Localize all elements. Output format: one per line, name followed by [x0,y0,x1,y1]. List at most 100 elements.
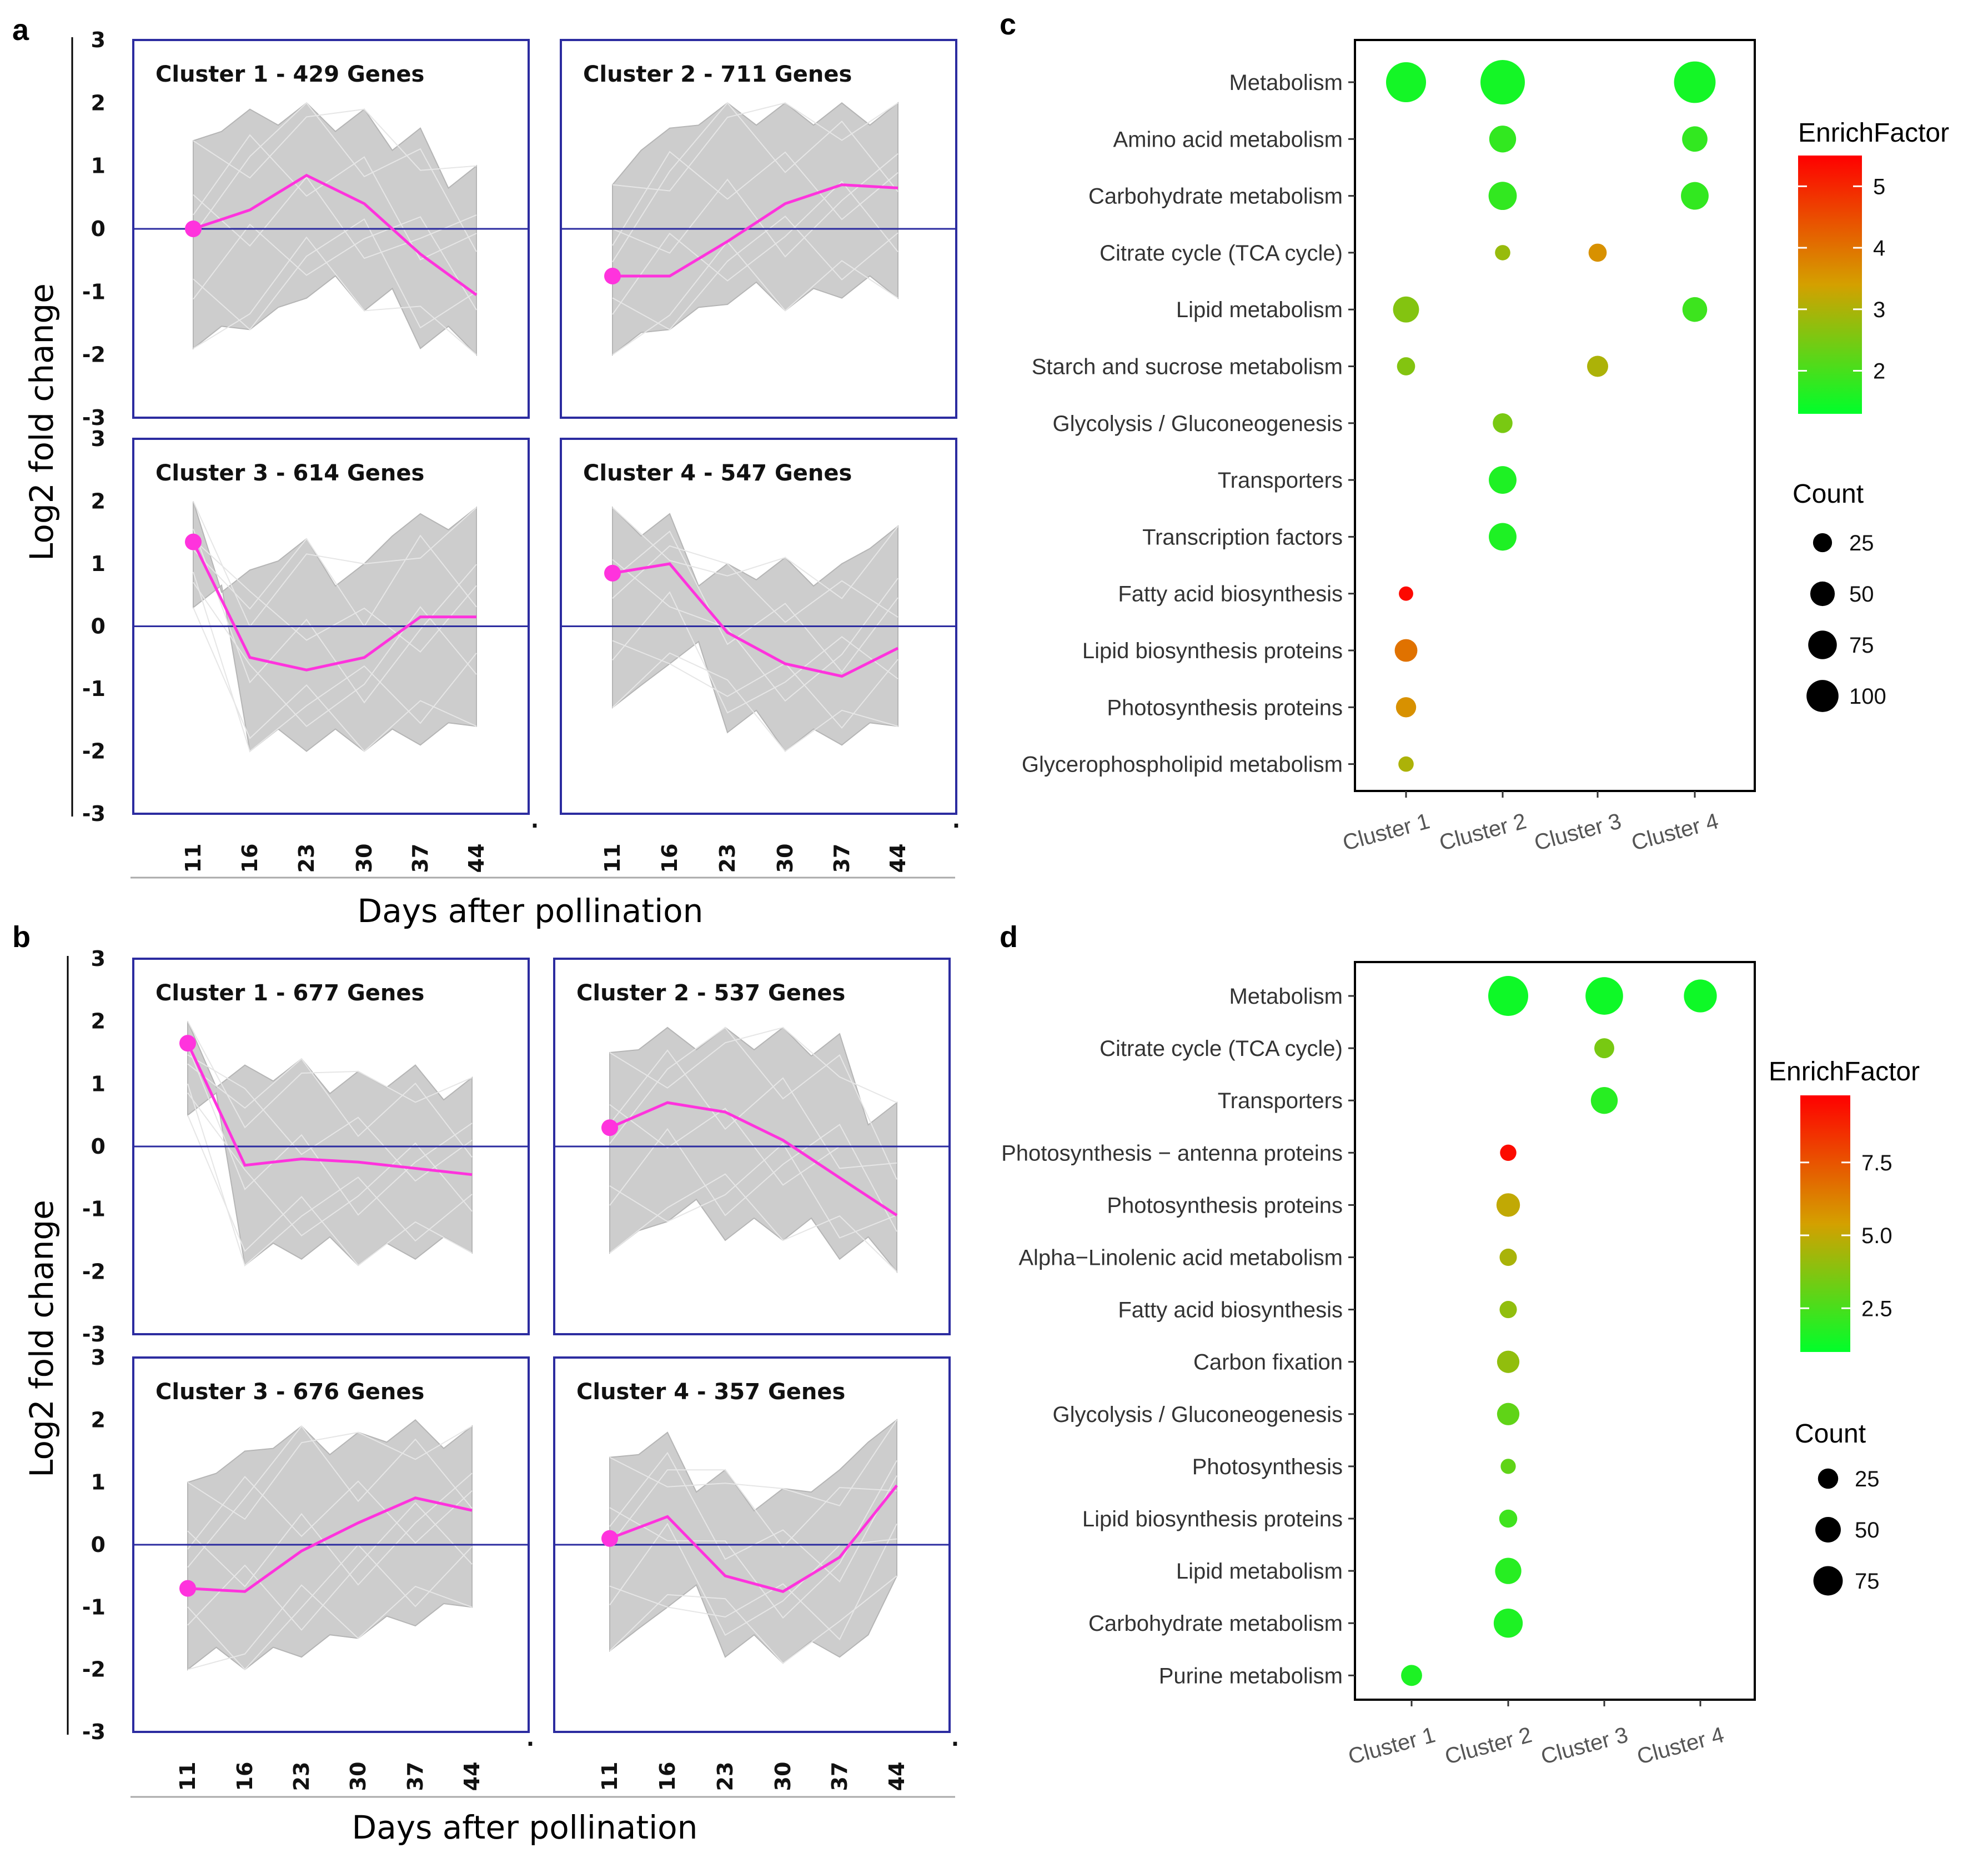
panel-c-xtick-label: Cluster 3 [1532,809,1624,855]
panel-a-cluster-1-gene-strand [193,236,477,355]
panel-d-plot-frame [1354,961,1756,1701]
panel-c-legend-count-dot [1806,680,1839,712]
panel-a-cluster-2-profile-line [613,183,898,278]
panel-b-ytick-label: 3 [91,946,106,971]
panel-d-ytick-label: Transporters [1218,1089,1343,1113]
panel-a-cluster-2-gene-strand [612,102,898,192]
panel-a-ytick-label: 1 [91,552,106,576]
panel-d-legend-enrich-bar [1800,1095,1850,1352]
panel-b-xtick-label: 44 [885,1762,909,1791]
panel-d-legend-count-label: 75 [1855,1569,1880,1594]
panel-a-ytick-label: 1 [91,154,106,178]
panel-b-cluster-1-profile-line [186,1043,473,1176]
panel-a-cluster-3-gene-strand [193,528,477,704]
panel-d-point-purine-metabolism-cluster-1 [1401,1665,1422,1686]
panel-a-cluster-2-frame [560,39,957,419]
panel-d-legend-enrich-label: 7.5 [1861,1151,1892,1175]
panel-d-legend-enrich-label: 2.5 [1861,1296,1892,1321]
panel-b-cluster-2-gene-strand [609,1049,897,1169]
panel-d-ytick-label: Lipid metabolism [1176,1559,1343,1584]
panel-b-ytick-label: -1 [82,1197,106,1221]
panel-c-xtick-label: Cluster 1 [1340,809,1432,855]
panel-b-xtick-label: 11 [598,1762,622,1791]
panel-b-cluster-1-gene-strand [187,1054,473,1182]
panel-b-cluster-3: Cluster 3 - 676 Genes [132,1356,530,1733]
panel-b-cluster-1-start-point [179,1035,196,1052]
panel-d-xtick-label: Cluster 3 [1538,1722,1630,1769]
panel-c-point-starch-and-sucrose-metabolism-cluster-1 [1397,357,1415,375]
panel-d-ytick-label: Photosynthesis [1192,1455,1343,1479]
panel-label-c: c [1000,8,1016,41]
panel-a-cluster-profiles: Log2 fold change Days after pollination … [23,28,960,930]
panel-b-cluster-2-profile-line [609,1101,898,1217]
panel-d-point-transporters-cluster-3 [1590,1087,1618,1114]
panel-b-ytick-label: 2 [91,1408,106,1432]
panel-a-cluster-2-gene-strand [612,241,898,355]
panel-a-xtick-label: 16 [238,844,262,873]
panel-c-ytick-label: Transcription factors [1142,525,1343,549]
panel-a-cluster-4-gene-strand [612,652,898,752]
panel-c-point-carbohydrate-metabolism-cluster-2 [1488,182,1517,211]
panel-b-cluster-3-gene-strand [187,1502,473,1631]
panel-c-point-transporters-cluster-2 [1489,466,1517,494]
panel-d-legend-count-dot [1818,1468,1839,1489]
panel-c-point-lipid-metabolism-cluster-1 [1393,296,1419,323]
panel-c-ytick-label: Glycolysis / Gluconeogenesis [1053,412,1343,436]
panel-d-legend-count-label: 25 [1855,1467,1880,1491]
panel-c-legend-enrich-label: 4 [1873,236,1885,261]
panel-b-cluster-profiles: Log2 fold change Days after pollination … [23,946,959,1846]
panel-d-ytick-label: Photosynthesis − antenna proteins [1001,1141,1343,1165]
panel-a-cluster-2-start-point [604,268,621,284]
panel-c-legend-count-label: 75 [1849,633,1874,658]
panel-c-point-metabolism-cluster-1 [1385,62,1427,103]
panel-c-legend-count-label: 100 [1849,684,1886,709]
panel-c-point-fatty-acid-biosynthesis-cluster-1 [1399,586,1413,601]
panel-c-legend-enrich-label: 3 [1873,298,1885,322]
panel-a-xtick-label: 37 [830,844,854,873]
panel-b-xtick-label: 16 [655,1762,680,1791]
panel-a-ytick-label: 2 [91,91,106,115]
panel-d-point-lipid-biosynthesis-proteins-cluster-2 [1499,1509,1518,1528]
panel-a-cluster-1-start-point [185,221,202,237]
panel-label-d: d [1000,920,1018,954]
panel-b-ytick-label: 1 [91,1071,106,1096]
panel-c-point-citrate-cycle-tca-cycle--cluster-2 [1495,245,1510,261]
panel-a-ytick-label: 3 [91,427,106,451]
panel-b-cluster-1-gene-strand [187,1092,473,1236]
panel-a-ytick-label: -1 [82,677,106,701]
panel-d-legend-count-label: 50 [1855,1518,1880,1543]
panel-c-plot-frame [1354,39,1756,792]
panel-c-legend-count-label: 25 [1849,531,1874,555]
panel-a-ytick-label: -2 [82,343,106,367]
panel-a-cluster-3: Cluster 3 - 614 Genes [132,438,530,815]
panel-a-cluster-1-title: Cluster 1 - 429 Genes [155,62,424,87]
panel-a-cluster-2: Cluster 2 - 711 Genes [560,39,957,419]
panel-a-cluster-1: Cluster 1 - 429 Genes [132,39,530,419]
panel-d-point-metabolism-cluster-3 [1585,977,1623,1015]
panel-b-cluster-2-gene-strand [609,1124,897,1232]
panel-a-cluster-2-gene-strand [612,153,898,258]
panel-d-point-lipid-metabolism-cluster-2 [1495,1557,1522,1584]
panel-c-ytick-label: Citrate cycle (TCA cycle) [1100,241,1343,266]
panel-a-cluster-2-gene-strand [612,151,898,246]
panel-b-cluster-2-gene-strand [609,1143,897,1239]
panel-b-cluster-2: Cluster 2 - 537 Genes [553,958,951,1335]
panel-c-legend-enrich-title: EnrichFactor [1798,118,1949,148]
panel-a-cluster-1-gene-strand [193,102,477,252]
panel-d-legend-count-dot [1815,1517,1841,1543]
panel-b-cluster-3-gene-strand [187,1473,473,1587]
panel-b-cluster-4-start-point [601,1530,618,1547]
panel-b-cluster-1-gene-strand [187,1115,473,1266]
panel-d-ytick-label: Carbohydrate metabolism [1088,1611,1343,1636]
panel-b-cluster-4-gene-strand [609,1523,897,1641]
panel-b-xtick-label: 30 [346,1762,370,1791]
panel-d-xtick-label: Cluster 1 [1346,1722,1438,1769]
panel-a-cluster-1-gene-strand [193,134,477,261]
panel-c-point-citrate-cycle-tca-cycle--cluster-3 [1588,243,1607,262]
panel-d-legend-count-title: Count [1795,1419,1866,1449]
panel-b-cluster-3-gene-strand [187,1544,473,1671]
panel-d-xtick-label: Cluster 4 [1634,1722,1726,1769]
panel-a-cluster-3-gene-strand [193,607,477,752]
panel-b-cluster-4-frame [553,1356,951,1733]
